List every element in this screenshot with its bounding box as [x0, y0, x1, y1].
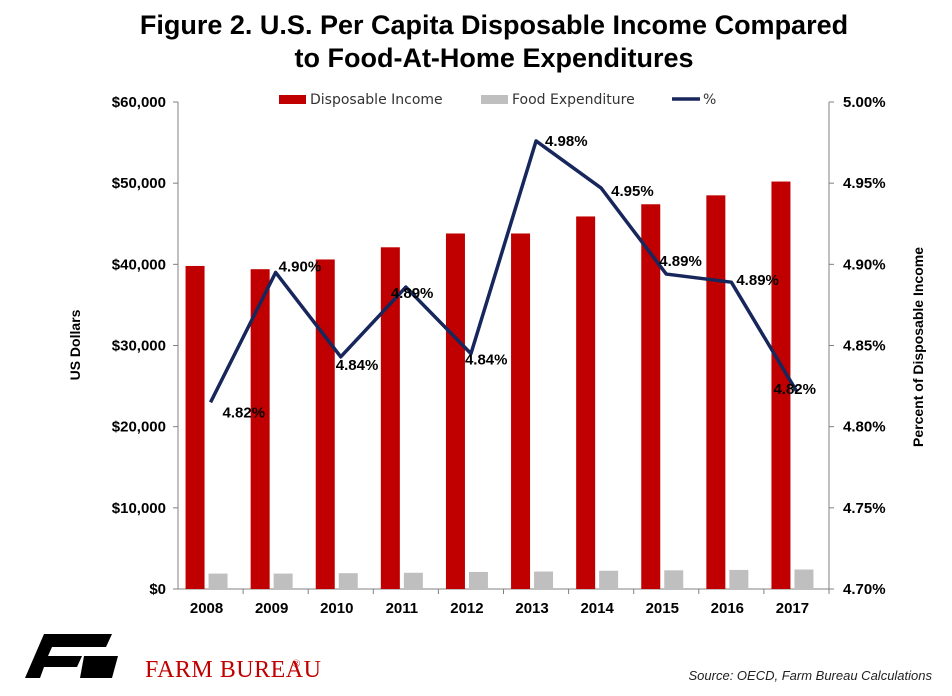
x-tick-label: 2014 — [580, 600, 614, 617]
registered-mark: ® — [292, 658, 300, 670]
y-tick-label: $50,000 — [112, 175, 166, 192]
y-tick-label: $20,000 — [112, 419, 166, 436]
y2-tick-label: 4.90% — [843, 256, 886, 273]
bar-disposable-income — [250, 269, 270, 589]
y2-tick-label: 4.70% — [843, 581, 886, 598]
data-label: 4.98% — [545, 133, 588, 150]
y2-tick-label: 4.85% — [843, 338, 886, 355]
bar-food-expenditure — [338, 573, 358, 589]
bar-food-expenditure — [208, 573, 228, 589]
data-label: 4.90% — [279, 258, 322, 275]
legend-label: % — [703, 92, 716, 108]
bar-food-expenditure — [273, 573, 293, 589]
x-tick-label: 2015 — [646, 600, 679, 617]
bar-disposable-income — [771, 181, 791, 589]
percent-line — [208, 139, 798, 404]
bar-food-expenditure — [403, 572, 423, 589]
x-tick-label: 2016 — [711, 600, 744, 617]
legend-swatch — [481, 95, 508, 104]
bar-disposable-income — [511, 233, 531, 590]
bar-food-expenditure — [664, 570, 684, 589]
data-label: 4.89% — [391, 285, 434, 302]
data-label: 4.82% — [223, 404, 266, 421]
legend-label: Food Expenditure — [512, 92, 635, 108]
legend-swatch — [279, 95, 306, 104]
bar-disposable-income — [315, 259, 335, 589]
y-axis-title: US Dollars — [67, 309, 83, 380]
farm-bureau-wordmark: FARM BUREAU — [145, 657, 321, 683]
chart-title-line-1: Figure 2. U.S. Per Capita Disposable Inc… — [140, 10, 848, 40]
bar-disposable-income — [641, 204, 661, 589]
data-label: 4.89% — [659, 253, 702, 270]
y-tick-label: $60,000 — [112, 94, 166, 111]
x-tick-label: 2009 — [255, 600, 288, 617]
farm-bureau-logo: FARM BUREAU ® — [25, 634, 321, 683]
y2-tick-label: 4.80% — [843, 419, 886, 436]
bar-food-expenditure — [794, 569, 814, 589]
bar-food-expenditure — [534, 571, 554, 589]
y2-axis-title: Percent of Disposable Income — [910, 247, 926, 447]
x-tick-label: 2008 — [190, 600, 223, 617]
data-label: 4.84% — [336, 357, 379, 374]
bar-disposable-income — [576, 216, 596, 589]
y-tick-label: $10,000 — [112, 500, 166, 517]
y-tick-label: $0 — [149, 581, 166, 598]
x-tick-label: 2010 — [320, 600, 353, 617]
bar-disposable-income — [185, 265, 205, 589]
source-note: Source: OECD, Farm Bureau Calculations — [689, 668, 933, 683]
data-label: 4.95% — [611, 183, 654, 200]
legend: Disposable Income Food Expenditure% — [279, 92, 716, 108]
x-tick-label: 2013 — [515, 600, 548, 617]
x-tick-label: 2012 — [450, 600, 483, 617]
data-label: 4.84% — [465, 352, 508, 369]
bar-disposable-income — [706, 195, 726, 589]
bar-food-expenditure — [599, 570, 619, 589]
bar-food-expenditure — [729, 569, 749, 589]
y-tick-label: $40,000 — [112, 256, 166, 273]
legend-label: Disposable Income — [310, 92, 443, 108]
bar-disposable-income — [445, 233, 465, 590]
fb-logo-mark — [25, 634, 118, 678]
chart-title-line-2: to Food-At-Home Expenditures — [295, 43, 694, 73]
bar-disposable-income — [380, 247, 400, 589]
y2-tick-label: 4.75% — [843, 500, 886, 517]
data-label: 4.82% — [773, 381, 816, 398]
x-tick-label: 2011 — [386, 600, 419, 617]
y2-tick-label: 4.95% — [843, 175, 886, 192]
plot-area: $0 $10,000 $20,000 $30,000 $40,000 $50,000 $60… — [112, 94, 886, 617]
bar-food-expenditure — [468, 571, 488, 589]
y-tick-label: $30,000 — [112, 338, 166, 355]
x-tick-label: 2017 — [776, 600, 809, 617]
data-label: 4.89% — [736, 272, 779, 289]
y2-tick-label: 5.00% — [843, 94, 886, 111]
